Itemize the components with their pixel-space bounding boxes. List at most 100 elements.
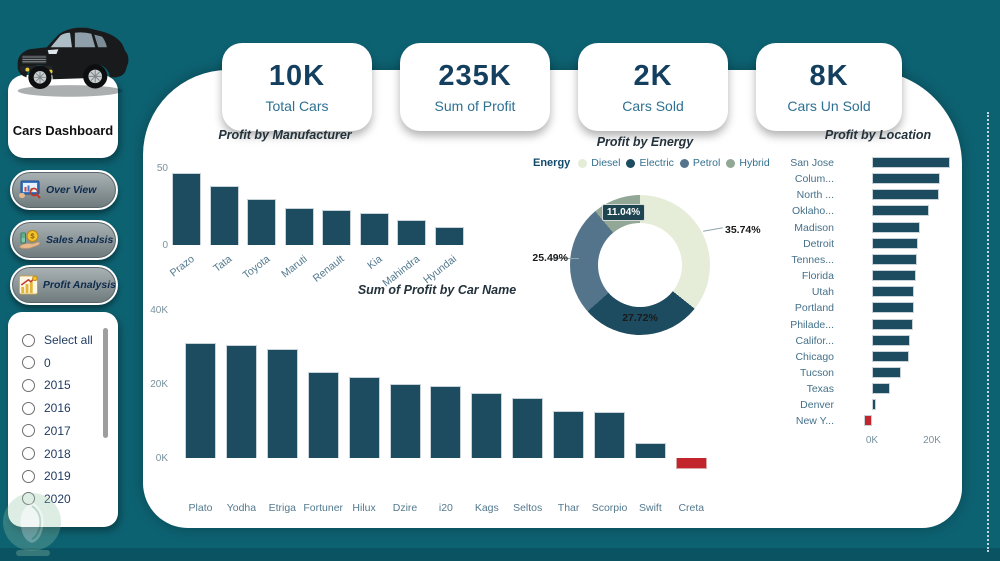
radio-button[interactable] (22, 492, 35, 506)
location-bar-utah[interactable] (872, 286, 915, 298)
legend-item-diesel[interactable]: Diesel (578, 157, 620, 169)
filter-scrollbar[interactable] (103, 328, 108, 438)
bar-prazo[interactable] (172, 172, 201, 245)
legend-item-hybrid[interactable]: Hybrid (726, 157, 770, 169)
location-bar-texas[interactable] (872, 383, 890, 395)
filter-option-select-all[interactable]: Select all (22, 332, 93, 348)
kpi-card-cars-sold: 2K Cars Sold (578, 43, 728, 131)
bar-hyundai[interactable] (434, 227, 464, 245)
location-bar-new-y[interactable] (863, 415, 872, 427)
location-bar-denver[interactable] (872, 399, 877, 411)
location-bar-tucson[interactable] (872, 366, 902, 378)
bar-i20[interactable] (430, 385, 462, 458)
bar-etriga[interactable] (266, 348, 298, 458)
radio-button[interactable] (22, 424, 35, 438)
category-label-toyota: Toyota (240, 253, 272, 282)
bar-kags[interactable] (471, 392, 503, 458)
legend-item-petrol[interactable]: Petrol (679, 157, 720, 169)
filter-label: 0 (44, 355, 51, 370)
location-bar-madison[interactable] (872, 221, 920, 233)
slice-label-diesel: 35.74% (725, 224, 761, 236)
kpi-value: 10K (268, 60, 326, 92)
legend-dot (578, 158, 588, 168)
category-label-yodha: Yodha (226, 502, 257, 514)
kpi-card-sum-of-profit: 235K Sum of Profit (400, 43, 550, 131)
location-bar-oklaho[interactable] (872, 205, 929, 217)
radio-button[interactable] (22, 447, 35, 460)
filter-option-2015[interactable]: 2015 (22, 377, 71, 393)
filter-option-2017[interactable]: 2017 (22, 423, 71, 439)
location-label-new-y: New Y... (795, 415, 834, 428)
filter-label: 2015 (44, 378, 71, 393)
location-label-detroit: Detroit (803, 237, 834, 250)
radio-button[interactable] (22, 356, 35, 370)
location-bar-califor[interactable] (872, 334, 910, 346)
nav-label: Sales Analsis (46, 234, 114, 246)
bar-hilux[interactable] (348, 376, 380, 458)
filter-option-2020[interactable]: 2020 (22, 491, 71, 507)
category-label-maruti: Maruti (278, 253, 310, 281)
bar-mahindra[interactable] (397, 220, 426, 245)
bar-tata[interactable] (209, 186, 239, 245)
location-label-north: North ... (796, 189, 834, 202)
radio-button[interactable] (22, 333, 35, 347)
bar-creta[interactable] (675, 458, 707, 470)
location-bar-portland[interactable] (872, 302, 914, 314)
location-bar-detroit[interactable] (872, 237, 918, 249)
bar-yodha[interactable] (225, 344, 257, 458)
filter-option-0[interactable]: 0 (22, 355, 51, 371)
kpi-value: 8K (809, 60, 849, 92)
category-label-dzire: Dzire (392, 502, 418, 514)
kpi-label: Total Cars (265, 98, 329, 114)
category-label-plato: Plato (188, 502, 213, 514)
nav-button-profit-analysis[interactable]: Profit Analysis (10, 265, 118, 305)
y-axis-tick: 0K (155, 453, 168, 464)
radio-button[interactable] (22, 469, 35, 483)
bar-seltos[interactable] (512, 397, 544, 458)
kpi-label: Cars Sold (622, 98, 684, 114)
bar-maruti[interactable] (284, 208, 314, 245)
bar-kia[interactable] (359, 212, 389, 245)
title-sum-of-profit-by-car-name: Sum of Profit by Car Name (357, 283, 517, 297)
category-label-mahindra: Mahindra (379, 253, 422, 290)
filter-option-2016[interactable]: 2016 (22, 400, 71, 416)
nav-button-sales-analysis[interactable]: $ Sales Analsis (10, 220, 118, 260)
slice-label-hybrid: 11.04% (602, 204, 645, 221)
location-label-chicago: Chicago (795, 350, 834, 363)
location-label-madison: Madison (794, 221, 834, 234)
bar-scorpio[interactable] (594, 412, 625, 458)
location-bar-north[interactable] (872, 189, 939, 201)
radio-button[interactable] (22, 378, 35, 392)
location-bar-san-jose[interactable] (872, 157, 950, 168)
legend-title: Energy (533, 157, 571, 169)
filter-option-2018[interactable]: 2018 (22, 446, 71, 462)
bar-thar[interactable] (553, 411, 585, 458)
legend-item-electric[interactable]: Electric (626, 157, 674, 169)
dashboard-title: Cars Dashboard (12, 123, 114, 138)
svg-text:$: $ (30, 232, 35, 241)
bar-swift[interactable] (634, 443, 666, 458)
slice-label-petrol: 25.49% (532, 252, 568, 264)
bar-fortuner[interactable] (307, 372, 339, 458)
bar-dzire[interactable] (389, 384, 421, 458)
nav-button-overview[interactable]: Over View (10, 170, 118, 210)
bar-chart-profit-by-manufacturer: 50 0 Prazo Tata Toyota Maruti Renault Kia Mahind… (148, 158, 483, 303)
location-label-texas: Texas (806, 383, 834, 396)
location-bar-tennes[interactable] (872, 253, 917, 265)
location-bar-florida[interactable] (872, 270, 917, 282)
page-edge-dashed-line (987, 112, 989, 552)
location-bar-colum[interactable] (872, 173, 941, 185)
location-bar-chicago[interactable] (872, 350, 909, 362)
car-image (17, 27, 129, 97)
legend-label: Hybrid (739, 157, 770, 169)
bar-toyota[interactable] (247, 198, 276, 245)
category-label-thar: Thar (557, 502, 580, 514)
filter-option-2019[interactable]: 2019 (22, 468, 71, 484)
legend-label: Diesel (591, 157, 621, 169)
location-bar-philade[interactable] (872, 318, 914, 330)
category-label-kags: Kags (474, 502, 499, 514)
bar-renault[interactable] (322, 210, 351, 245)
bar-plato[interactable] (185, 343, 216, 458)
radio-button[interactable] (22, 401, 35, 415)
